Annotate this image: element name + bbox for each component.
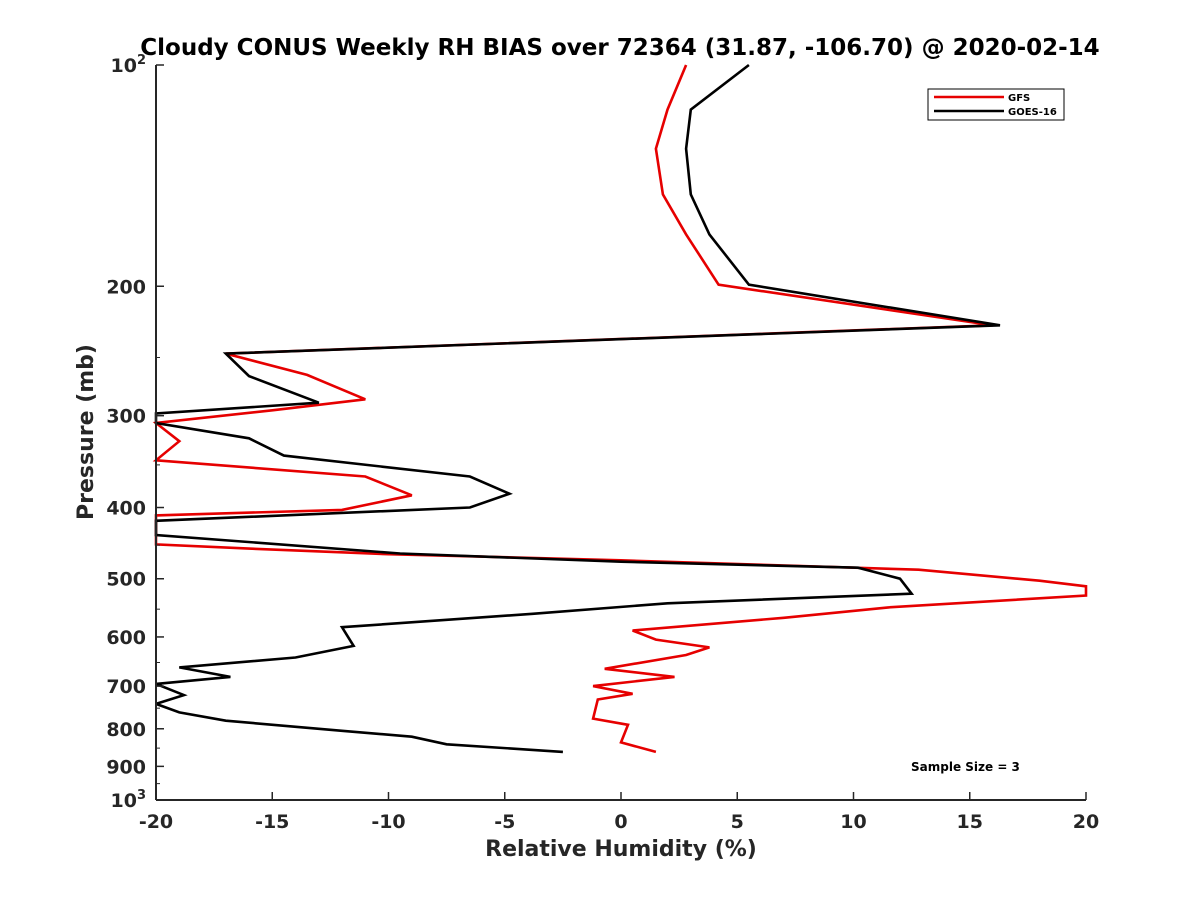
y-tick-label: 700 xyxy=(106,676,146,698)
y-exp-tick-label: 103 xyxy=(111,788,147,812)
legend-label-goes: GOES-16 xyxy=(1008,107,1057,118)
y-exp-tick-base: 10 xyxy=(111,790,137,812)
sample-size-annotation: Sample Size = 3 xyxy=(911,760,1020,774)
x-axis-label: Relative Humidity (%) xyxy=(485,837,757,862)
x-tick-label: 5 xyxy=(731,811,744,833)
y-exp-tick-exponent: 2 xyxy=(137,53,146,68)
x-tick-label: -20 xyxy=(139,811,173,833)
y-axis-label: Pressure (mb) xyxy=(74,344,99,520)
y-exp-tick-base: 10 xyxy=(111,55,137,77)
x-tick-label: -15 xyxy=(255,811,289,833)
y-exp-tick-label: 102 xyxy=(111,53,147,77)
y-tick-label: 600 xyxy=(106,627,146,649)
y-tick-label: 300 xyxy=(106,406,146,428)
legend-label-gfs: GFS xyxy=(1008,93,1030,104)
legend: GFS GOES-16 xyxy=(927,88,1065,121)
x-ticks: -20 -15 -10 -5 0 5 10 15 20 xyxy=(139,792,1099,833)
x-tick-label: 15 xyxy=(957,811,983,833)
x-tick-label: -5 xyxy=(494,811,515,833)
x-tick-label: 20 xyxy=(1073,811,1099,833)
series-line-goes-16 xyxy=(154,63,1001,754)
chart-title: Cloudy CONUS Weekly RH BIAS over 72364 (… xyxy=(140,35,1099,61)
y-tick-label: 400 xyxy=(106,498,146,520)
x-tick-label: 0 xyxy=(614,811,627,833)
y-exp-tick-exponent: 3 xyxy=(137,788,146,803)
x-tick-label: 10 xyxy=(840,811,866,833)
y-tick-label: 900 xyxy=(106,756,146,778)
y-tick-label: 200 xyxy=(106,276,146,298)
x-tick-label: -10 xyxy=(371,811,405,833)
legend-box xyxy=(927,88,1065,121)
series-layer xyxy=(152,63,1088,754)
y-tick-label: 500 xyxy=(106,569,146,591)
y-tick-label: 800 xyxy=(106,719,146,741)
